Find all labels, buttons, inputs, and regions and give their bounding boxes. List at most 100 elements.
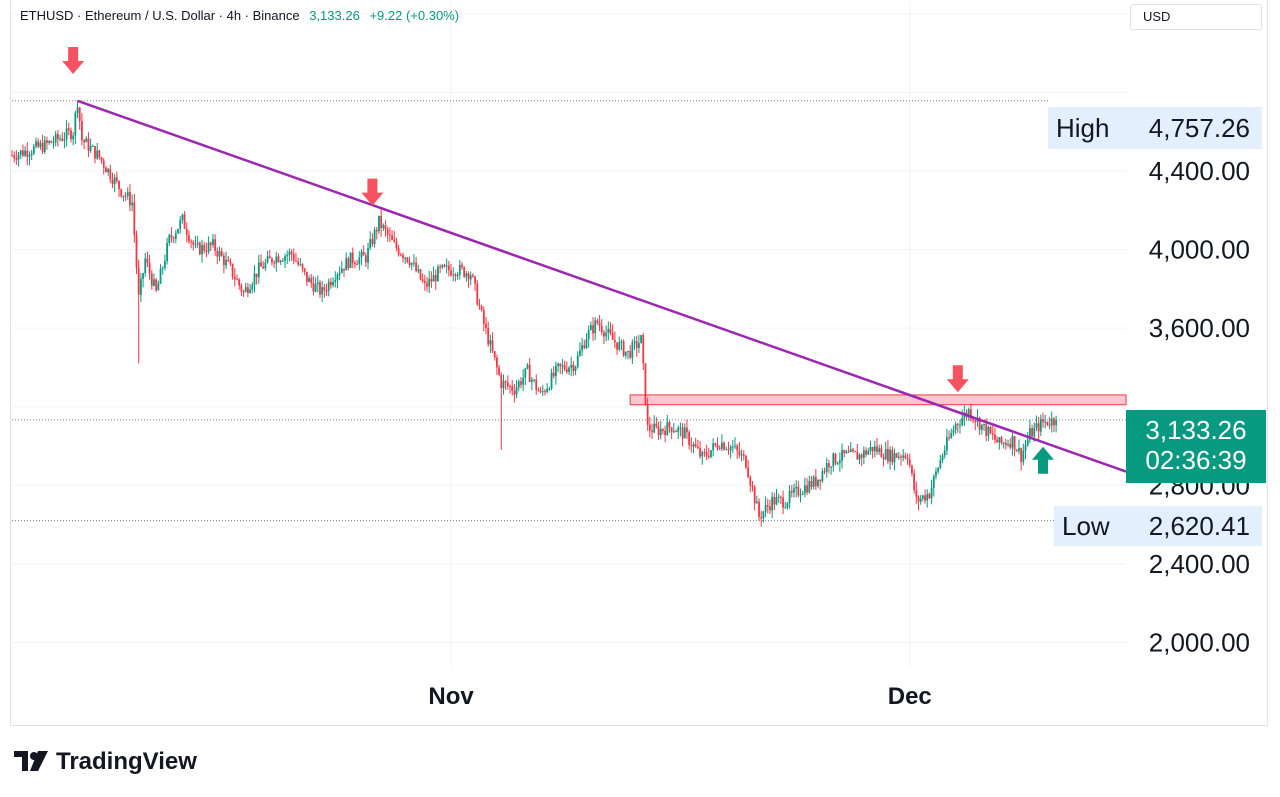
candle-body (292, 253, 295, 261)
candle-body (24, 150, 27, 156)
candle-body (790, 490, 793, 493)
candle-body (369, 239, 372, 248)
candle-body (41, 142, 44, 152)
candle-body (100, 157, 103, 161)
candle-body (183, 214, 186, 229)
currency-selector[interactable]: USD (1130, 4, 1262, 30)
candle-body (80, 120, 83, 141)
candle-body (1053, 418, 1055, 426)
candle-body (552, 372, 555, 377)
candle-body (699, 448, 701, 457)
candle-body (952, 430, 955, 433)
candle-body (878, 448, 881, 452)
candle-body (773, 496, 776, 505)
candle-body (161, 267, 164, 269)
candle-body (998, 437, 1001, 443)
candle-body (939, 460, 942, 469)
candle-body (74, 112, 77, 136)
candle-body (943, 450, 946, 456)
candle-body (360, 251, 363, 258)
candle-body (126, 192, 129, 197)
candle-body (629, 350, 632, 358)
candle-body (574, 366, 577, 371)
candle-body (1048, 424, 1051, 426)
candle-body (749, 477, 752, 486)
candle-body (277, 256, 280, 263)
candle-body (775, 497, 778, 505)
candle-body (476, 283, 479, 305)
candle-body (271, 258, 273, 263)
candle-body (185, 228, 188, 236)
candle-body (694, 444, 697, 447)
candle-body (725, 449, 728, 451)
candle-body (858, 454, 861, 460)
candle-body (834, 453, 837, 464)
candle-body (1002, 442, 1005, 444)
candle-body (1015, 450, 1018, 452)
candle-body (17, 154, 20, 160)
candle-body (428, 278, 431, 287)
candle-body (596, 320, 599, 323)
candle-body (967, 409, 970, 417)
candle-body (212, 239, 214, 245)
candle-body (1011, 436, 1014, 448)
candle-body (153, 279, 155, 286)
candle-body (310, 277, 313, 283)
candle-body (461, 264, 463, 268)
candle-body (930, 487, 933, 499)
candle-body (646, 404, 649, 425)
candle-body (194, 244, 197, 246)
candle-body (832, 453, 835, 467)
candle-body (795, 486, 798, 489)
high-badge: High 4,757.26 (1048, 107, 1262, 149)
candle-body (793, 488, 795, 493)
candle-body (902, 455, 905, 458)
candle-body (895, 453, 898, 458)
candle-body (932, 476, 935, 488)
candle-body (236, 279, 238, 281)
candle-body (991, 433, 994, 435)
candle-body (1039, 419, 1042, 432)
tradingview-logo-icon (14, 751, 48, 771)
candle-body (520, 381, 522, 385)
candle-body (288, 251, 291, 256)
candle-body (142, 273, 144, 279)
candle-body (410, 263, 413, 265)
candle-body (950, 432, 953, 438)
candle-body (347, 258, 350, 268)
candle-body (222, 255, 225, 266)
candle-body (657, 426, 660, 436)
candle-body (937, 468, 940, 472)
candle-body (779, 496, 782, 498)
candle-body (528, 364, 531, 382)
candle-body (696, 446, 699, 449)
tradingview-logo[interactable]: TradingView (14, 748, 197, 776)
y-tick-label: 2,400.00 (1149, 549, 1250, 579)
candle-body (915, 490, 918, 497)
candle-body (52, 142, 55, 144)
candle-body (321, 287, 324, 295)
candle-body (89, 146, 92, 151)
candle-body (871, 446, 874, 452)
candle-body (1020, 448, 1023, 463)
candle-body (865, 450, 867, 455)
candle-body (994, 434, 996, 440)
candle-body (889, 449, 891, 462)
candle-body (290, 251, 293, 254)
candle-body (502, 381, 505, 389)
candle-body (198, 242, 201, 255)
candle-body (491, 340, 494, 352)
candle-body (220, 251, 223, 256)
candle-body (900, 456, 902, 458)
candle-body (432, 275, 435, 282)
candle-body (447, 265, 450, 271)
candle-body (11, 155, 13, 157)
candle-body (972, 418, 974, 421)
candle-body (705, 452, 708, 456)
candle-body (192, 241, 195, 245)
candle-body (314, 284, 317, 292)
chart-frame (10, 0, 1268, 726)
candle-body (690, 445, 693, 447)
candle-body (316, 282, 319, 285)
candle-body (78, 107, 81, 121)
